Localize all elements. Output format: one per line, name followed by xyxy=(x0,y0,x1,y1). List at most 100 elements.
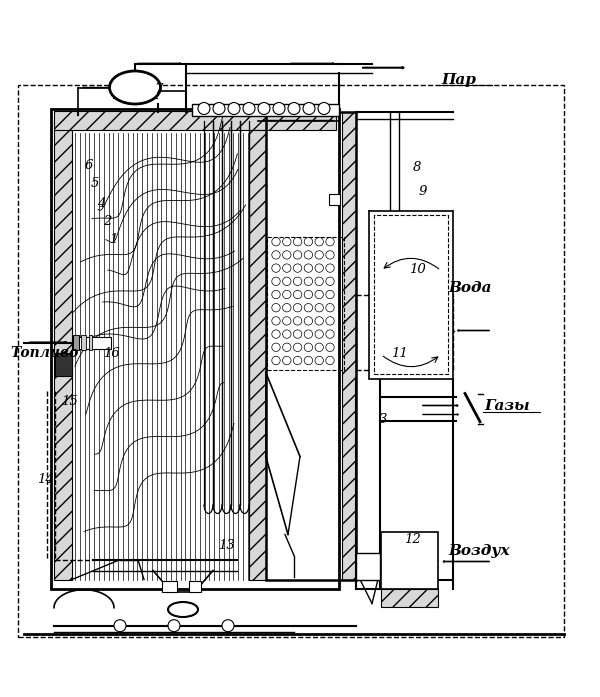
Circle shape xyxy=(304,303,313,312)
Ellipse shape xyxy=(110,71,161,104)
Circle shape xyxy=(258,102,270,114)
Bar xyxy=(73,335,79,350)
Circle shape xyxy=(293,290,302,299)
Circle shape xyxy=(288,102,300,114)
Circle shape xyxy=(272,330,280,338)
Text: 1: 1 xyxy=(109,233,117,246)
Circle shape xyxy=(228,102,240,114)
Text: 13: 13 xyxy=(218,539,235,552)
Text: 10: 10 xyxy=(409,263,425,276)
Bar xyxy=(89,335,92,350)
Circle shape xyxy=(283,330,291,338)
Text: 11: 11 xyxy=(391,347,407,360)
Circle shape xyxy=(273,102,285,114)
Text: Вода: Вода xyxy=(449,282,493,296)
Circle shape xyxy=(304,264,313,273)
Bar xyxy=(54,112,336,130)
Text: 14: 14 xyxy=(37,473,53,486)
Bar xyxy=(369,210,453,378)
Circle shape xyxy=(293,343,302,351)
Bar xyxy=(329,194,340,204)
Circle shape xyxy=(326,303,334,312)
Bar xyxy=(162,581,177,592)
Circle shape xyxy=(304,251,313,259)
Text: 9: 9 xyxy=(419,185,427,198)
Circle shape xyxy=(272,343,280,351)
Text: 5: 5 xyxy=(91,177,99,190)
Text: 4: 4 xyxy=(97,197,105,210)
Circle shape xyxy=(326,290,334,299)
Circle shape xyxy=(326,264,334,273)
Circle shape xyxy=(303,102,315,114)
Circle shape xyxy=(304,238,313,246)
Circle shape xyxy=(293,316,302,325)
Circle shape xyxy=(304,330,313,338)
Circle shape xyxy=(293,356,302,365)
Circle shape xyxy=(283,303,291,312)
Circle shape xyxy=(318,102,330,114)
Circle shape xyxy=(326,316,334,325)
Circle shape xyxy=(315,277,323,286)
Circle shape xyxy=(315,343,323,351)
Text: 3: 3 xyxy=(379,413,387,426)
Circle shape xyxy=(283,264,291,273)
Circle shape xyxy=(326,277,334,286)
Circle shape xyxy=(272,290,280,299)
Circle shape xyxy=(304,316,313,325)
Bar xyxy=(356,553,380,579)
Circle shape xyxy=(272,264,280,273)
Circle shape xyxy=(326,330,334,338)
Circle shape xyxy=(114,620,126,631)
Text: 12: 12 xyxy=(404,533,421,546)
Text: Топливо: Топливо xyxy=(11,346,79,360)
Circle shape xyxy=(315,264,323,273)
Circle shape xyxy=(272,356,280,365)
Circle shape xyxy=(315,356,323,365)
Circle shape xyxy=(315,238,323,246)
Text: 7: 7 xyxy=(155,83,163,95)
Text: Газы: Газы xyxy=(485,399,530,413)
Circle shape xyxy=(293,251,302,259)
Circle shape xyxy=(243,102,255,114)
Bar xyxy=(81,335,86,350)
Bar xyxy=(51,109,339,588)
Circle shape xyxy=(283,251,291,259)
Text: Воздух: Воздух xyxy=(449,544,511,558)
Bar xyxy=(381,532,438,588)
Circle shape xyxy=(315,316,323,325)
Circle shape xyxy=(198,102,210,114)
Circle shape xyxy=(272,238,280,246)
Circle shape xyxy=(293,303,302,312)
Circle shape xyxy=(315,330,323,338)
Bar xyxy=(267,238,344,369)
Circle shape xyxy=(283,290,291,299)
Circle shape xyxy=(272,316,280,325)
Bar xyxy=(54,121,72,579)
Bar xyxy=(266,112,356,579)
Circle shape xyxy=(326,238,334,246)
Circle shape xyxy=(326,356,334,365)
Bar xyxy=(189,581,201,592)
Bar xyxy=(374,215,448,374)
Bar xyxy=(55,353,72,376)
Circle shape xyxy=(304,277,313,286)
Circle shape xyxy=(293,277,302,286)
Bar xyxy=(249,130,266,579)
Bar xyxy=(381,588,438,606)
Circle shape xyxy=(272,277,280,286)
Circle shape xyxy=(293,238,302,246)
Circle shape xyxy=(326,343,334,351)
Circle shape xyxy=(304,343,313,351)
Ellipse shape xyxy=(168,602,198,617)
Circle shape xyxy=(315,303,323,312)
Bar xyxy=(192,105,339,116)
Circle shape xyxy=(222,620,234,631)
Circle shape xyxy=(283,343,291,351)
Circle shape xyxy=(213,102,225,114)
Circle shape xyxy=(293,330,302,338)
Circle shape xyxy=(315,290,323,299)
Circle shape xyxy=(283,238,291,246)
Text: 8: 8 xyxy=(413,161,421,174)
Circle shape xyxy=(272,303,280,312)
Text: 15: 15 xyxy=(61,395,77,408)
